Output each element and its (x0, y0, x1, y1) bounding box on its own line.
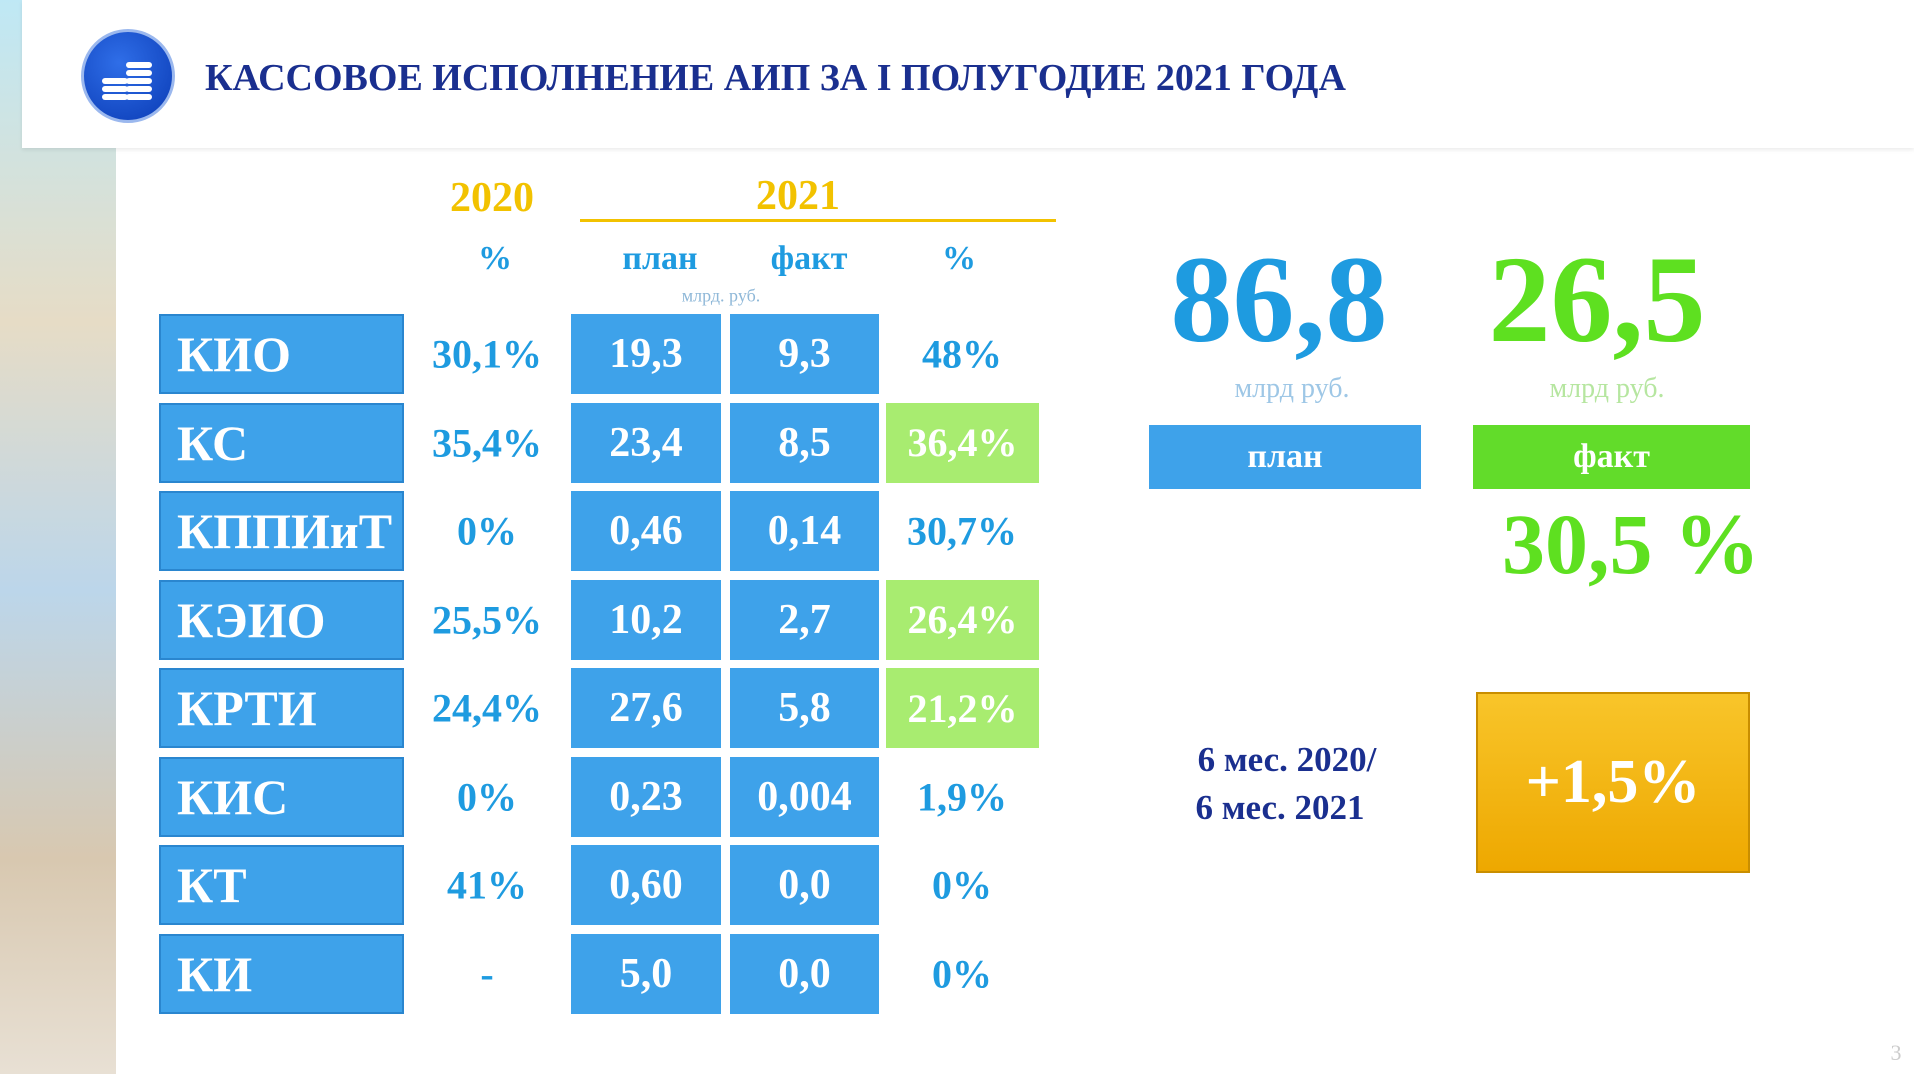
row-name: КППИиТ (159, 491, 404, 571)
plan-value: 19,3 (571, 314, 721, 394)
plan-value: 23,4 (571, 402, 721, 483)
row-name: КИО (159, 314, 404, 394)
fact-value: 0,0 (730, 933, 879, 1014)
pct-2021: 21,2% (886, 668, 1039, 748)
fact-value: 0,0 (730, 845, 879, 925)
pct-2021: 30,7% (907, 508, 1017, 554)
title: КАССОВОЕ ИСПОЛНЕНИЕ АИП ЗА I ПОЛУГОДИЕ 2… (205, 57, 1346, 99)
plan-value: 10,2 (571, 579, 721, 660)
col-header: % (942, 240, 976, 277)
pct-2021: 36,4% (886, 402, 1039, 483)
page-number: 3 (1890, 1040, 1902, 1065)
pct-2021: 26,4% (886, 579, 1039, 660)
coins-icon (102, 62, 152, 100)
plan-value: 5,0 (571, 933, 721, 1014)
pct-2020: 35,4% (432, 420, 542, 465)
fact-value: 26,5 (1488, 231, 1706, 368)
plan-value: 0,46 (571, 491, 721, 571)
fact-label: факт (1473, 425, 1750, 489)
pct-2020: - (480, 951, 494, 996)
unit-label: млрд. руб. (681, 285, 761, 306)
fact-value: 9,3 (730, 314, 879, 394)
row-name: КТ (159, 845, 404, 925)
row-name: КИ (159, 933, 404, 1014)
pct-2020: 0% (457, 774, 517, 819)
pct-2021: 0% (932, 862, 992, 908)
row-name: КИС (159, 756, 404, 837)
col-header: факт (770, 240, 848, 277)
fact-value: 2,7 (730, 579, 879, 660)
fact-value: 0,14 (730, 491, 879, 571)
year-underline (580, 219, 1056, 222)
plan-label: план (1149, 425, 1421, 489)
plan-unit: млрд руб. (1234, 373, 1350, 404)
comparison-box: +1,5% (1476, 692, 1750, 873)
plan-value: 27,6 (571, 668, 721, 748)
pct-2020: 0% (457, 508, 517, 554)
pct-2020: 24,4% (432, 685, 542, 731)
row-name: КРТИ (159, 668, 404, 748)
pct-2020: 30,1% (432, 331, 542, 377)
fact-pct: 30,5 % (1502, 496, 1760, 592)
logo (81, 29, 175, 123)
pct-2020: 41% (447, 862, 527, 908)
plan-value: 0,60 (571, 845, 721, 925)
pct-2021: 0% (932, 951, 992, 996)
fact-unit: млрд руб. (1549, 373, 1665, 404)
comparison-label: 6 мес. 2020/ (1197, 740, 1377, 779)
comparison-label: 6 мес. 2021 (1195, 788, 1365, 827)
pct-2020: 25,5% (432, 597, 542, 642)
fact-value: 8,5 (730, 402, 879, 483)
header-panel (22, 0, 1914, 148)
col-header: % (478, 240, 512, 277)
fact-value: 0,004 (730, 756, 879, 837)
city-strip (0, 0, 116, 1074)
plan-value: 86,8 (1170, 231, 1388, 368)
row-name: КС (159, 402, 404, 483)
col-header: план (622, 240, 698, 277)
fact-value: 5,8 (730, 668, 879, 748)
year-2021: 2021 (756, 173, 840, 219)
year-2020: 2020 (450, 175, 534, 221)
row-name: КЭИО (159, 579, 404, 660)
pct-2021: 1,9% (917, 774, 1007, 819)
plan-value: 0,23 (571, 756, 721, 837)
pct-2021: 48% (922, 331, 1002, 377)
